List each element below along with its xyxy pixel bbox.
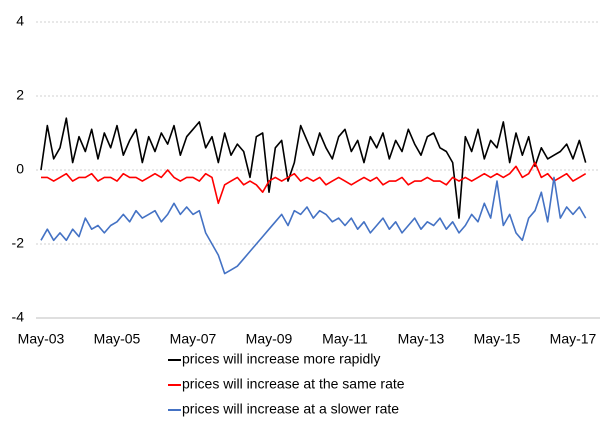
x-tick-label: May-03 — [18, 331, 65, 347]
x-tick-label: May-07 — [170, 331, 217, 347]
x-tick-label: May-05 — [94, 331, 141, 347]
x-tick-label: May-17 — [550, 331, 597, 347]
y-tick-label: 2 — [16, 87, 24, 103]
legend-label: prices will increase more rapidly — [182, 351, 380, 367]
y-tick-label: -2 — [12, 235, 25, 251]
x-tick-label: May-09 — [246, 331, 293, 347]
x-tick-label: May-13 — [398, 331, 445, 347]
legend-label: prices will increase at a slower rate — [182, 401, 399, 417]
series-line — [40, 117, 587, 219]
series-line — [40, 176, 587, 275]
y-tick-label: 0 — [16, 161, 24, 177]
x-tick-label: May-15 — [474, 331, 521, 347]
legend-label: prices will increase at the same rate — [182, 376, 405, 392]
x-tick-label: May-11 — [322, 331, 368, 347]
series-line — [41, 161, 587, 205]
y-tick-label: 4 — [16, 13, 24, 29]
y-tick-label: -4 — [12, 309, 25, 325]
